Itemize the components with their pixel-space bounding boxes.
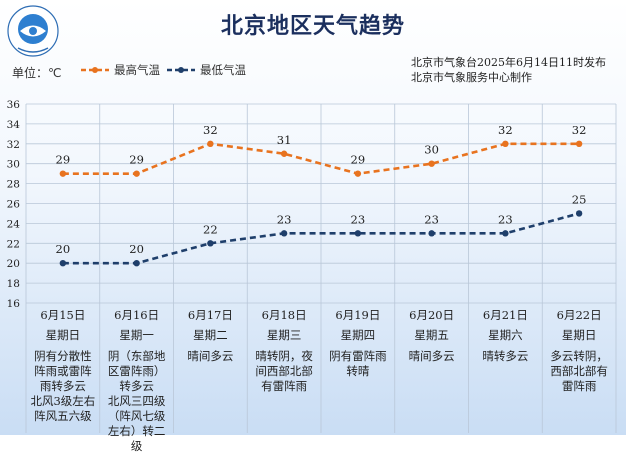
data-point-max [575,140,583,147]
data-label-max: 30 [424,143,439,157]
y-tick-label: 36 [7,99,21,111]
weather-text: 晴转多云 [482,349,529,363]
data-label-min: 25 [572,192,587,206]
data-point-max [354,170,362,177]
unit-label: 单位：℃ [12,66,62,80]
date-label: 6月16日 [114,308,160,322]
weekday-label: 星期日 [45,328,81,342]
weekday-label: 星期六 [488,328,523,342]
data-label-min: 23 [277,212,292,226]
meteorological-logo-icon [7,5,59,57]
legend-min: 最低气温 [166,62,246,78]
y-tick-label: 18 [7,278,20,290]
legend-min-label: 最低气温 [200,63,246,77]
data-point-min [280,230,288,237]
producer-text: 北京市气象服务中心制作 [411,71,532,84]
date-label: 6月15日 [40,308,86,322]
weather-text: 晴间多云 [187,349,234,363]
y-tick-label: 22 [7,238,20,250]
legend-max: 最高气温 [80,62,160,78]
data-label-min: 20 [56,242,71,256]
weekday-label: 星期四 [340,328,376,342]
data-label-max: 32 [203,123,218,137]
data-point-max [280,150,288,157]
data-point-max [207,140,214,147]
data-point-min [502,230,509,237]
y-tick-label: 20 [7,258,20,270]
data-label-min: 20 [129,242,144,256]
legend-min-line-icon [167,67,195,73]
data-point-max [428,160,435,167]
data-label-min: 23 [424,212,439,226]
data-label-max: 32 [498,123,513,137]
date-label: 6月20日 [409,308,455,322]
weather-text: 阴有雷阵雨转晴 [329,349,387,378]
data-label-min: 23 [498,212,513,226]
page-title: 北京地区天气趋势 [220,13,405,39]
data-label-min: 22 [203,222,218,236]
date-label: 6月21日 [482,308,528,322]
series-line-min [62,212,580,265]
data-point-min [428,230,435,237]
temperature-chart: 16 18 20 22 24 26 28 30 32 34 36 29 29 32 31 29 30 32 32 20… [7,99,617,433]
data-label-max: 29 [129,153,144,167]
data-label-max: 32 [572,123,587,137]
wind-text: 北风3级左右阵风五六级 [30,394,96,423]
y-tick-label: 34 [7,119,21,131]
data-label-max: 29 [56,153,71,167]
weekday-label: 星期三 [266,328,302,342]
data-point-min [354,230,362,237]
data-point-max [502,140,509,147]
y-tick-label: 32 [7,139,20,151]
weekday-label: 星期二 [193,328,228,342]
data-label-max: 31 [277,133,292,147]
publisher-text: 北京市气象台2025年6月14日11时发布 [411,56,606,69]
data-point-min [207,240,214,247]
weather-text: 阴有分散性阵雨或雷阵雨转多云 [34,349,92,393]
data-label-max: 29 [351,153,366,167]
date-label: 6月22日 [556,308,602,322]
weather-text: 多云转阴，西部北部有雷阵雨 [550,349,608,393]
y-tick-label: 16 [7,298,21,310]
date-label: 6月19日 [335,308,381,322]
y-tick-label: 30 [7,159,20,171]
date-label: 6月17日 [187,308,233,322]
data-point-max [133,170,140,177]
y-tick-label: 26 [7,199,21,211]
data-point-min [59,260,67,267]
legend-max-label: 最高气温 [114,63,160,77]
y-tick-label: 24 [7,218,21,230]
wind-text: 北风三四级（阵风七级左右）转二级 [107,394,166,453]
legend-max-line-icon [81,67,109,73]
data-point-min [575,210,583,217]
data-point-min [133,260,140,267]
date-label: 6月18日 [261,308,307,322]
weather-text: 晴转阴，夜间西部北部有雷阵雨 [255,349,313,393]
data-label-min: 23 [351,212,366,226]
data-point-max [59,170,67,177]
weather-text: 阴（东部地区雷阵雨）转多云 [107,349,166,393]
weekday-label: 星期五 [414,328,449,342]
publisher-info: 北京市气象台2025年6月14日11时发布 北京市气象服务中心制作 [411,55,606,85]
weekday-label: 星期一 [119,328,154,342]
weekday-label: 星期日 [561,328,597,342]
weather-text: 晴间多云 [408,349,455,363]
y-tick-label: 28 [7,179,20,191]
series-line-max [62,142,580,175]
